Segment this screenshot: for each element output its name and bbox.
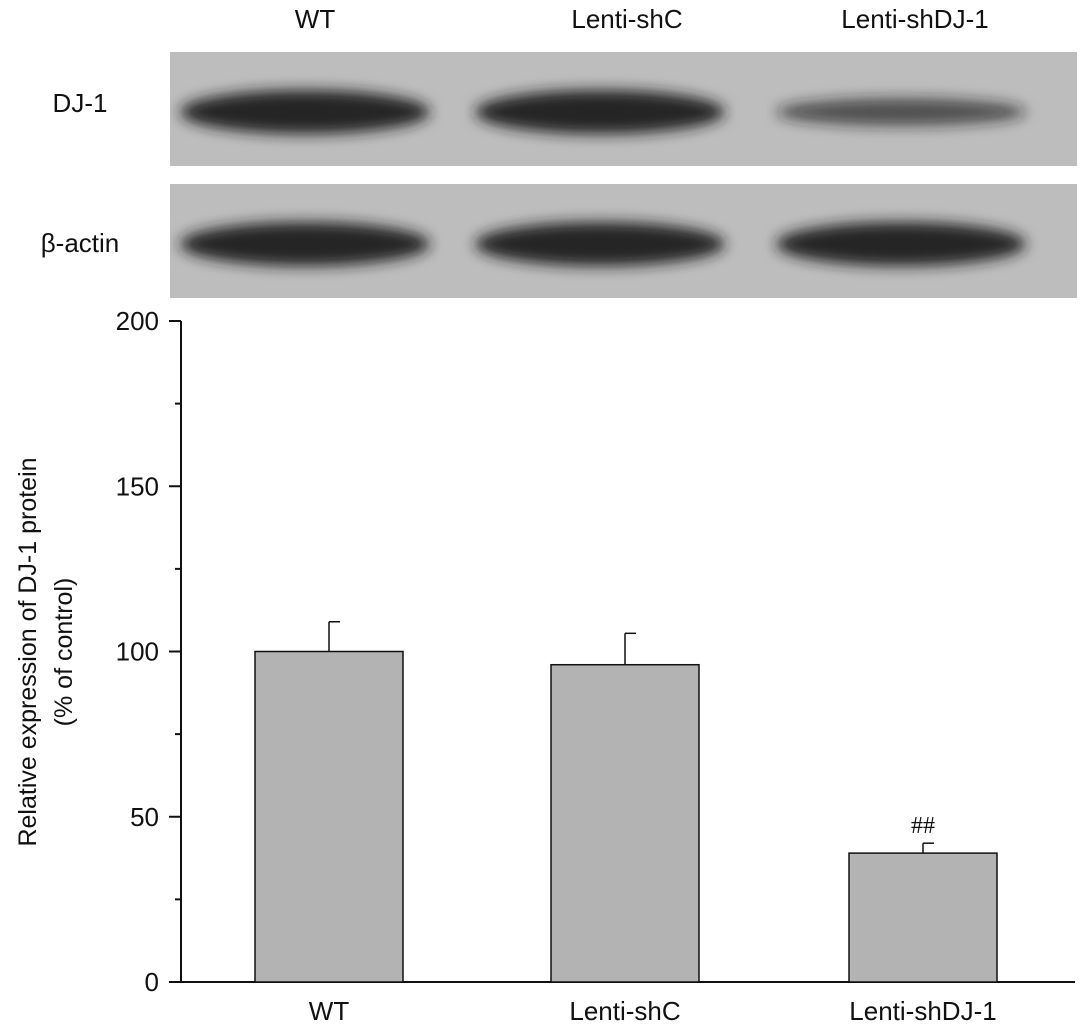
y-tick-label: 150 [116,471,159,501]
blot-row-label-beta-actin: β-actin [40,228,120,258]
y-tick-label: 50 [130,802,159,832]
bar [254,650,404,983]
blot-band [475,222,725,266]
y-axis-label-line1: Relative expression of DJ-1 protein [14,457,42,846]
y-tick-label: 0 [145,967,159,997]
y-axis-label-line2: (% of control) [50,578,78,727]
x-tick-label: Lenti-shDJ-1 [849,996,996,1026]
significance-marker: ## [911,813,935,839]
blot-band [180,222,430,266]
blot-strip-beta-actin [170,184,1077,298]
lane-label-lenti-shdj1: Lenti-shDJ-1 [841,4,989,34]
lane-label-lenti-shc: Lenti-shC [571,4,683,34]
y-tick-label: 200 [116,306,159,336]
bar [848,852,998,983]
blot-band [776,222,1026,266]
bar [550,663,700,983]
x-tick-label: WT [309,996,350,1026]
blot-band [776,98,1026,126]
blot-band [180,90,430,134]
y-tick-label: 100 [116,637,159,667]
blot-dj1-svg [170,52,1077,166]
x-tick-label: Lenti-shC [569,996,680,1026]
blot-strip-dj1 [170,52,1077,166]
blot-row-label-dj1: DJ-1 [52,88,108,118]
blot-beta-actin-svg [170,184,1077,298]
lane-label-wt: WT [294,4,336,34]
blot-band [475,90,725,134]
